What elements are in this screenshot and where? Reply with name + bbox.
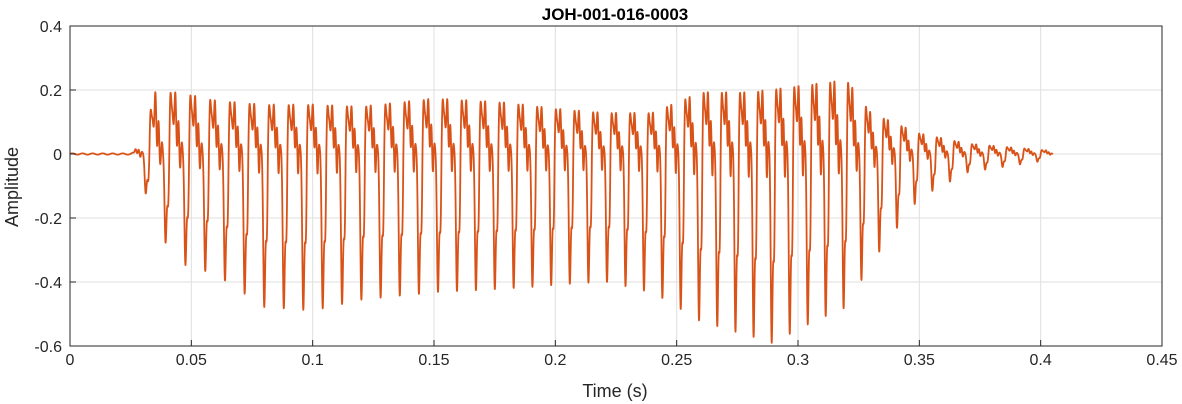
waveform-line xyxy=(69,80,1054,344)
y-tick-label: -0.2 xyxy=(34,211,62,228)
y-tick-label: 0.4 xyxy=(40,19,62,36)
x-tick-label: 0.1 xyxy=(302,352,324,369)
y-tick-label: 0.2 xyxy=(40,83,62,100)
grid-lines xyxy=(69,25,1163,347)
waveform-series xyxy=(69,80,1054,344)
x-tick-label: 0 xyxy=(66,352,75,369)
x-tick-label: 0.4 xyxy=(1030,352,1052,369)
x-tick-label: 0.35 xyxy=(904,352,935,369)
x-tick-label: 0.45 xyxy=(1146,352,1177,369)
x-axis-label: Time (s) xyxy=(582,381,647,401)
plot-frame xyxy=(69,25,1163,347)
x-tick-label: 0.2 xyxy=(544,352,566,369)
y-axis-ticks: -0.6 -0.4 -0.2 0 0.2 0.4 xyxy=(34,19,76,356)
x-tick-label: 0.25 xyxy=(661,352,692,369)
y-axis-label: Amplitude xyxy=(2,147,22,227)
y-tick-label: -0.6 xyxy=(34,339,62,356)
x-tick-label: 0.05 xyxy=(176,352,207,369)
x-axis-ticks: 0 0.05 0.1 0.15 0.2 0.25 0.3 0.35 0.4 0.45 xyxy=(66,340,1178,369)
x-tick-label: 0.15 xyxy=(418,352,449,369)
x-tick-label: 0.3 xyxy=(787,352,809,369)
y-tick-label: 0 xyxy=(53,147,62,164)
chart-title: JOH-001-016-0003 xyxy=(542,5,688,24)
y-tick-label: -0.4 xyxy=(34,275,62,292)
